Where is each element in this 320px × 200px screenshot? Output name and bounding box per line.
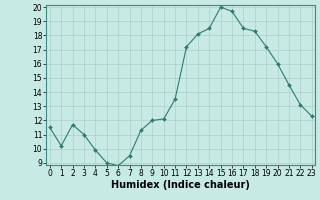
X-axis label: Humidex (Indice chaleur): Humidex (Indice chaleur) bbox=[111, 180, 250, 190]
